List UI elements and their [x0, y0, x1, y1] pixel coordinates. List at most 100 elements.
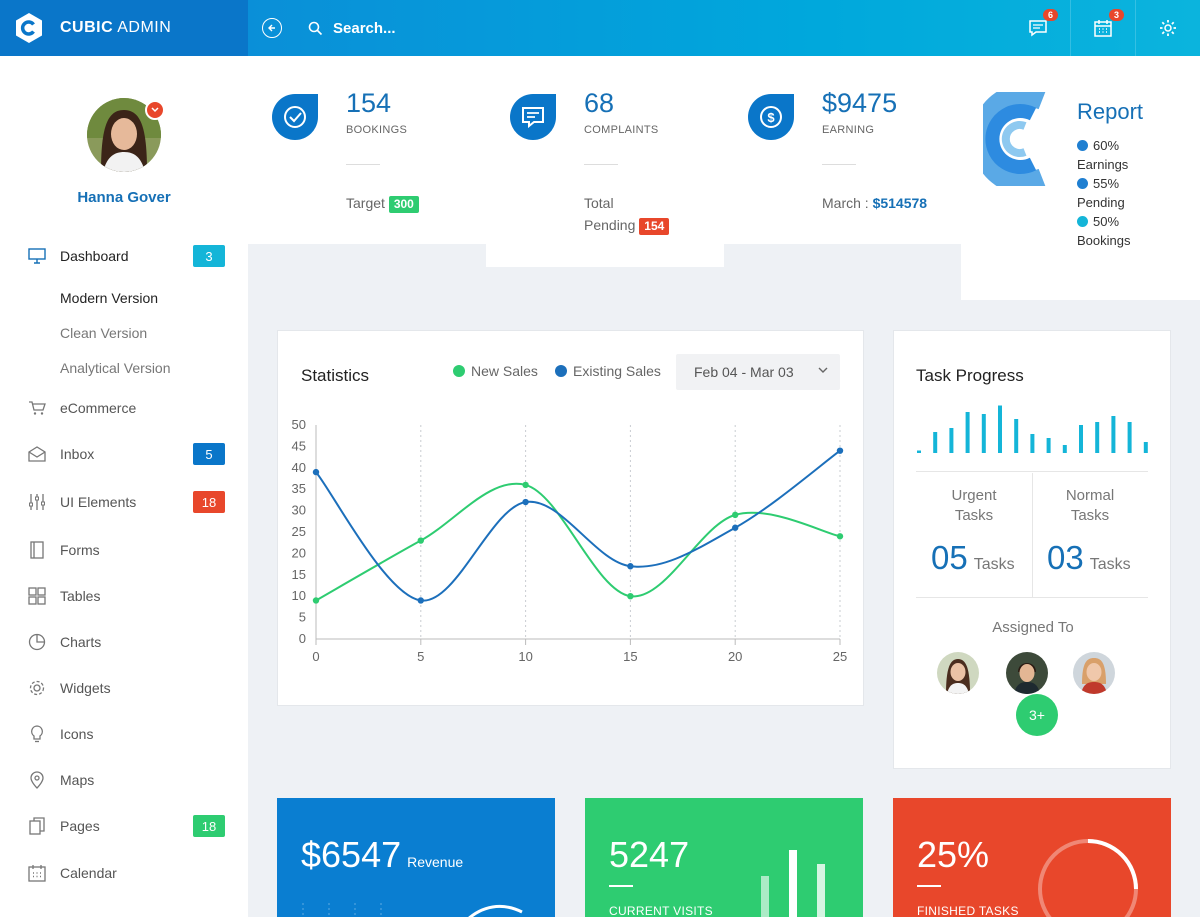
y-tick-label: 50	[292, 417, 306, 432]
logo-icon	[16, 13, 42, 43]
topbar: Search... 6 3	[248, 0, 1200, 56]
data-point	[417, 537, 424, 544]
sidebar-item-charts[interactable]: Charts	[27, 630, 225, 654]
sliders-icon	[27, 492, 47, 512]
brand[interactable]: CUBIC ADMIN	[0, 0, 248, 56]
sidebar-item-tables[interactable]: Tables	[27, 584, 225, 608]
urgent-tasks-count: 05 Tasks	[931, 539, 1015, 576]
assignee-avatar[interactable]	[1073, 652, 1115, 694]
y-tick-label: 10	[292, 588, 306, 603]
statistics-chart: 0 5 10 15 20 25 0 5 10 15 20 25 30 35 40 45 50	[292, 417, 848, 664]
more-assignees-button[interactable]: 3+	[1016, 694, 1058, 736]
sidebar-item-label: Widgets	[60, 680, 111, 696]
pages-icon	[27, 816, 47, 836]
date-range-select[interactable]: Feb 04 - Mar 03	[676, 354, 840, 390]
divider	[916, 597, 1148, 598]
sidebar-item-ecommerce[interactable]: eCommerce	[27, 396, 225, 420]
tasks-caption: FINISHED TASKS	[917, 904, 1019, 917]
revenue-tile: $6547 Revenue	[277, 798, 555, 917]
messages-button[interactable]: 6	[1005, 0, 1070, 56]
earning-value: $9475	[822, 88, 898, 118]
report-radial-chart	[983, 92, 1046, 186]
data-point	[522, 498, 529, 506]
chat-icon	[1028, 20, 1047, 37]
lightbulb-icon	[27, 724, 47, 744]
divider	[1032, 473, 1033, 597]
legend-pending: 55%	[1077, 174, 1130, 193]
submenu-item-analytical[interactable]: Analytical Version	[60, 360, 171, 376]
y-tick-label: 40	[292, 460, 306, 475]
legend-existing-sales[interactable]: Existing Sales	[555, 363, 661, 379]
submenu-item-modern[interactable]: Modern Version	[60, 290, 159, 306]
urgent-tasks-label: Urgent Tasks	[951, 487, 997, 524]
legend-label: Bookings	[1077, 233, 1131, 248]
visits-tile: 5247 CURRENT VISITS	[585, 798, 863, 917]
spark-bar	[1030, 434, 1035, 453]
calendar-button[interactable]: 3	[1070, 0, 1135, 56]
sidebar-item-inbox[interactable]: Inbox 5	[27, 442, 225, 466]
earning-card: $ $9475 EARNING March : $514578	[724, 56, 961, 244]
y-tick-label: 5	[299, 610, 306, 625]
y-tick-label: 20	[292, 545, 306, 560]
calendar-badge: 3	[1109, 9, 1125, 21]
calendar-icon	[1094, 20, 1112, 37]
sidebar-item-widgets[interactable]: Widgets	[27, 676, 225, 700]
sidebar-item-label: Charts	[60, 634, 102, 650]
settings-button[interactable]	[1135, 0, 1200, 56]
cart-icon	[27, 398, 47, 418]
submenu-item-clean[interactable]: Clean Version	[60, 325, 148, 341]
user-name[interactable]: Hanna Gover	[77, 189, 171, 206]
assignee-avatar[interactable]	[1006, 652, 1048, 694]
spark-bar	[998, 405, 1002, 453]
sidebar-item-dashboard[interactable]: Dashboard 3	[27, 244, 225, 268]
sidebar-item-calendar[interactable]: Calendar	[27, 861, 225, 885]
collapse-sidebar-button[interactable]	[262, 18, 282, 38]
calendar-icon	[27, 863, 47, 883]
sidebar-item-pages[interactable]: Pages 18	[27, 814, 225, 838]
report-card: Report 60% Earnings 55% Pending 50% Book…	[961, 56, 1200, 300]
target-badge: 300	[388, 196, 419, 213]
data-point	[312, 468, 320, 476]
grid-icon	[27, 586, 47, 606]
assignee-avatar[interactable]	[937, 652, 979, 694]
pages-badge: 18	[193, 815, 225, 837]
message-icon	[510, 94, 556, 140]
x-tick-label: 0	[312, 649, 319, 664]
x-tick-label: 15	[623, 649, 637, 664]
document-icon	[27, 540, 47, 560]
sidebar-item-icons[interactable]: Icons	[27, 722, 225, 746]
legend-new-sales[interactable]: New Sales	[453, 363, 538, 379]
legend-label: Pending	[1077, 195, 1125, 210]
report-legend: 60% Earnings 55% Pending 50% Bookings	[1077, 136, 1130, 250]
spark-bar	[1127, 422, 1132, 453]
statistics-panel: Statistics New Sales Existing Sales Feb …	[277, 330, 864, 706]
task-progress-title: Task Progress	[916, 366, 1024, 385]
complaints-pending: Total Pending 154	[584, 192, 670, 236]
task-progress-panel: Task Progress Urgent Tasks Normal Tasks 05…	[893, 330, 1171, 769]
sidebar-item-label: Maps	[60, 772, 95, 788]
pie-chart-icon	[27, 632, 47, 652]
sidebar-item-ui-elements[interactable]: UI Elements 18	[27, 490, 225, 514]
svg-text:$: $	[767, 110, 775, 125]
user-avatar[interactable]	[87, 98, 165, 172]
user-menu-toggle[interactable]	[145, 100, 165, 120]
spark-bar	[917, 450, 921, 453]
spark-bar	[933, 432, 938, 453]
sidebar-item-label: Calendar	[60, 865, 117, 881]
divider	[584, 164, 618, 165]
spark-bar	[1046, 438, 1051, 453]
gear-icon	[27, 678, 47, 698]
sidebar-item-forms[interactable]: Forms	[27, 538, 225, 562]
search-input[interactable]: Search...	[308, 20, 396, 37]
sidebar-item-label: Dashboard	[60, 248, 129, 264]
legend-bookings: 50%	[1077, 212, 1130, 231]
bookings-target: Target 300	[346, 192, 419, 214]
spark-bar	[949, 428, 954, 453]
data-point	[627, 593, 634, 600]
data-point	[732, 511, 739, 519]
data-point	[522, 481, 529, 489]
tasks-tile: 25% FINISHED TASKS	[893, 798, 1171, 917]
divider	[917, 885, 941, 887]
data-point	[417, 597, 424, 604]
sidebar-item-maps[interactable]: Maps	[27, 768, 225, 792]
